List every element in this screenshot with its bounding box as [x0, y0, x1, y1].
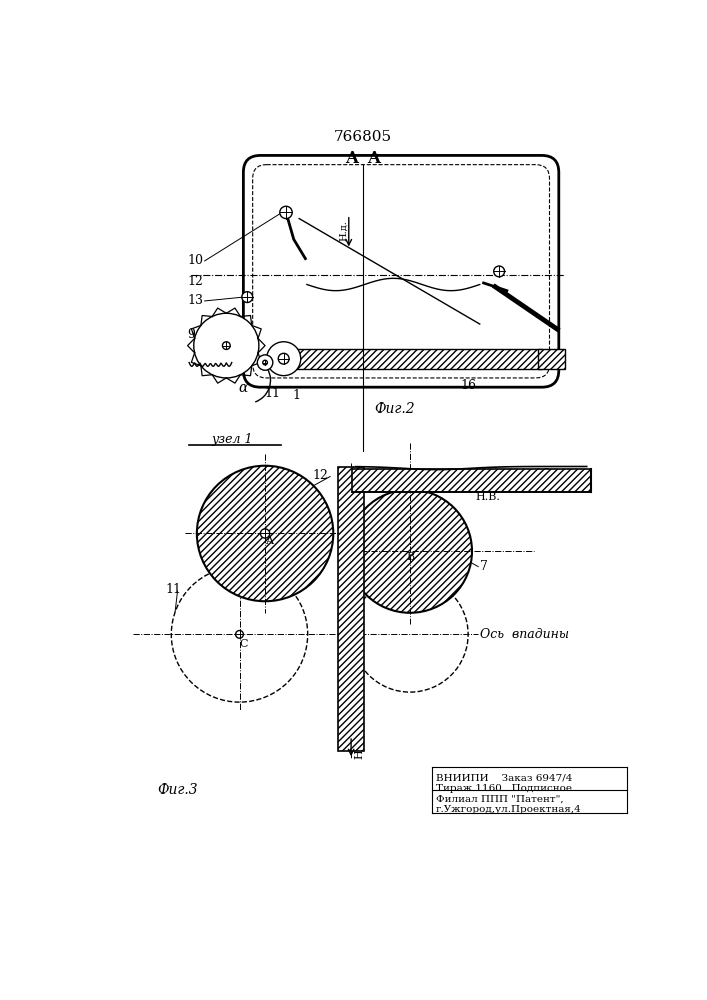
Text: 16: 16: [534, 468, 550, 481]
Circle shape: [242, 292, 252, 302]
Text: Н.В.: Н.В.: [476, 492, 501, 502]
Circle shape: [267, 342, 300, 376]
Text: 11: 11: [265, 387, 281, 400]
Bar: [338, 466, 364, 751]
Circle shape: [493, 266, 505, 277]
Text: 12: 12: [312, 469, 329, 482]
Text: B: B: [406, 552, 414, 562]
Text: Н.д.: Н.д.: [339, 220, 348, 241]
Circle shape: [197, 466, 333, 601]
Text: Фиг.3: Фиг.3: [157, 783, 198, 797]
Circle shape: [257, 355, 273, 370]
Circle shape: [194, 313, 259, 378]
Bar: [538, 349, 565, 369]
Circle shape: [279, 353, 289, 364]
FancyBboxPatch shape: [243, 155, 559, 387]
Text: 9: 9: [187, 328, 195, 341]
Circle shape: [223, 342, 230, 349]
Text: 12: 12: [187, 275, 203, 288]
Text: 10: 10: [187, 254, 203, 267]
Text: ВНИИПИ    Заказ 6947/4: ВНИИПИ Заказ 6947/4: [436, 773, 572, 782]
Circle shape: [263, 360, 267, 365]
Text: Ось  впадины: Ось впадины: [480, 628, 568, 641]
Text: 5: 5: [398, 468, 407, 481]
Text: 13: 13: [187, 294, 203, 307]
Text: Филиал ППП "Патент",: Филиал ППП "Патент",: [436, 795, 563, 804]
Text: 1: 1: [292, 389, 300, 402]
Text: г.Ужгород,ул.Проектная,4: г.Ужгород,ул.Проектная,4: [436, 805, 581, 814]
Text: A: A: [346, 150, 358, 167]
Text: узел 1: узел 1: [211, 433, 252, 446]
Text: A: A: [265, 536, 273, 546]
Text: A: A: [367, 150, 380, 167]
Circle shape: [280, 206, 292, 219]
Text: α: α: [239, 381, 248, 395]
Text: Фиг.2: Фиг.2: [374, 402, 415, 416]
Text: 11: 11: [166, 583, 182, 596]
Text: Тираж 1160   Подписное: Тираж 1160 Подписное: [436, 784, 571, 793]
Bar: [277, 349, 542, 369]
Text: Н.д.: Н.д.: [354, 736, 364, 759]
Circle shape: [235, 631, 243, 638]
Text: 766805: 766805: [334, 130, 392, 144]
Circle shape: [348, 490, 472, 613]
Bar: [352, 469, 590, 492]
Text: C: C: [239, 639, 247, 649]
Text: 16: 16: [460, 379, 476, 392]
Circle shape: [260, 529, 270, 538]
Text: 7: 7: [480, 560, 488, 573]
